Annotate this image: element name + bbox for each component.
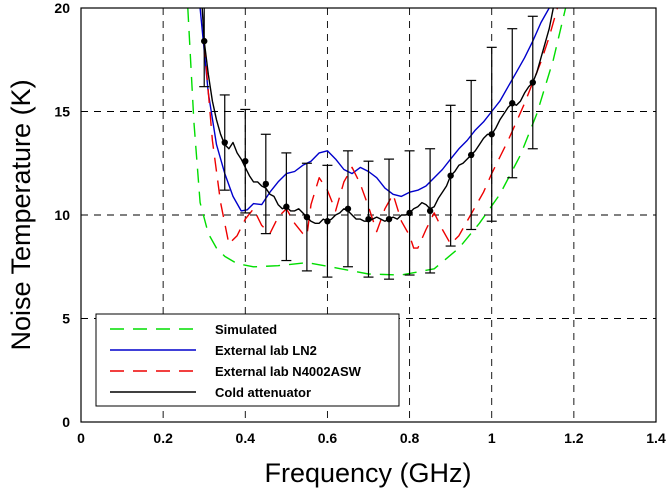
data-point-marker: [201, 37, 208, 45]
data-point-marker: [242, 157, 249, 165]
x-tick-label: 0.2: [153, 430, 173, 446]
error-bars: [199, 8, 538, 280]
error-bar: [219, 94, 230, 191]
data-point-marker: [283, 203, 290, 210]
plot-frame: [80, 7, 657, 423]
error-bar: [425, 148, 436, 274]
data-point-marker: [221, 139, 228, 146]
data-point-marker: [488, 131, 495, 138]
data-point-marker: [447, 172, 454, 179]
x-tick-label: 1: [488, 430, 496, 446]
legend: Simulated External lab LN2 External lab N4…: [95, 313, 400, 407]
data-point-marker: [262, 180, 270, 188]
legend-label-1: External lab LN2: [215, 343, 317, 358]
y-axis-ticks: 0 5 10 15 20: [54, 0, 70, 430]
x-tick-label: 0.6: [318, 430, 338, 446]
series-line-1: [199, 8, 550, 212]
error-bar: [363, 160, 374, 278]
series-line-2: [203, 8, 559, 249]
x-tick-label: 0.4: [236, 430, 256, 446]
data-point-marker: [426, 207, 434, 215]
x-tick-label: 0: [77, 430, 85, 446]
error-bar: [466, 79, 477, 231]
x-tick-label: 1.4: [646, 430, 666, 446]
legend-label-3: Cold attenuator: [215, 385, 311, 400]
y-axis-label: Noise Temperature (K): [6, 79, 36, 350]
y-tick-label: 15: [54, 104, 70, 120]
error-bar: [301, 162, 312, 272]
y-tick-label: 10: [54, 207, 70, 223]
error-bar: [322, 164, 333, 278]
error-bar: [199, 8, 210, 88]
error-bar: [507, 28, 518, 179]
error-bar: [260, 133, 271, 235]
y-tick-label: 20: [54, 0, 70, 16]
data-point-marker: [303, 213, 311, 221]
x-tick-label: 0.8: [400, 430, 420, 446]
data-point-marker: [324, 218, 331, 225]
error-bar: [384, 158, 395, 280]
series-layer: [187, 8, 567, 276]
y-tick-label: 0: [62, 414, 70, 430]
error-bar: [445, 104, 456, 247]
legend-label-0: Simulated: [215, 322, 277, 337]
error-bar: [281, 152, 292, 262]
legend-label-2: External lab N4002ASW: [215, 364, 362, 379]
x-axis-label: Frequency (GHz): [264, 458, 471, 488]
x-axis-ticks: 0 0.2 0.4 0.6 0.8 1 1.2 1.4: [77, 430, 666, 446]
data-point-marker: [385, 215, 393, 223]
error-bar: [486, 46, 497, 222]
data-point-marker: [365, 215, 372, 223]
error-bar: [404, 150, 415, 276]
series-line-3: [201, 8, 554, 225]
data-point-marker: [406, 209, 413, 217]
error-bar: [342, 150, 353, 268]
data-point-marker: [467, 151, 475, 159]
data-point-marker: [344, 205, 352, 212]
error-bar: [527, 15, 538, 150]
series-line-0: [187, 8, 567, 276]
error-bar: [240, 108, 251, 214]
data-point-marker: [509, 100, 516, 107]
y-tick-label: 5: [62, 311, 70, 327]
data-point-marker: [529, 79, 536, 86]
x-tick-label: 1.2: [564, 430, 584, 446]
